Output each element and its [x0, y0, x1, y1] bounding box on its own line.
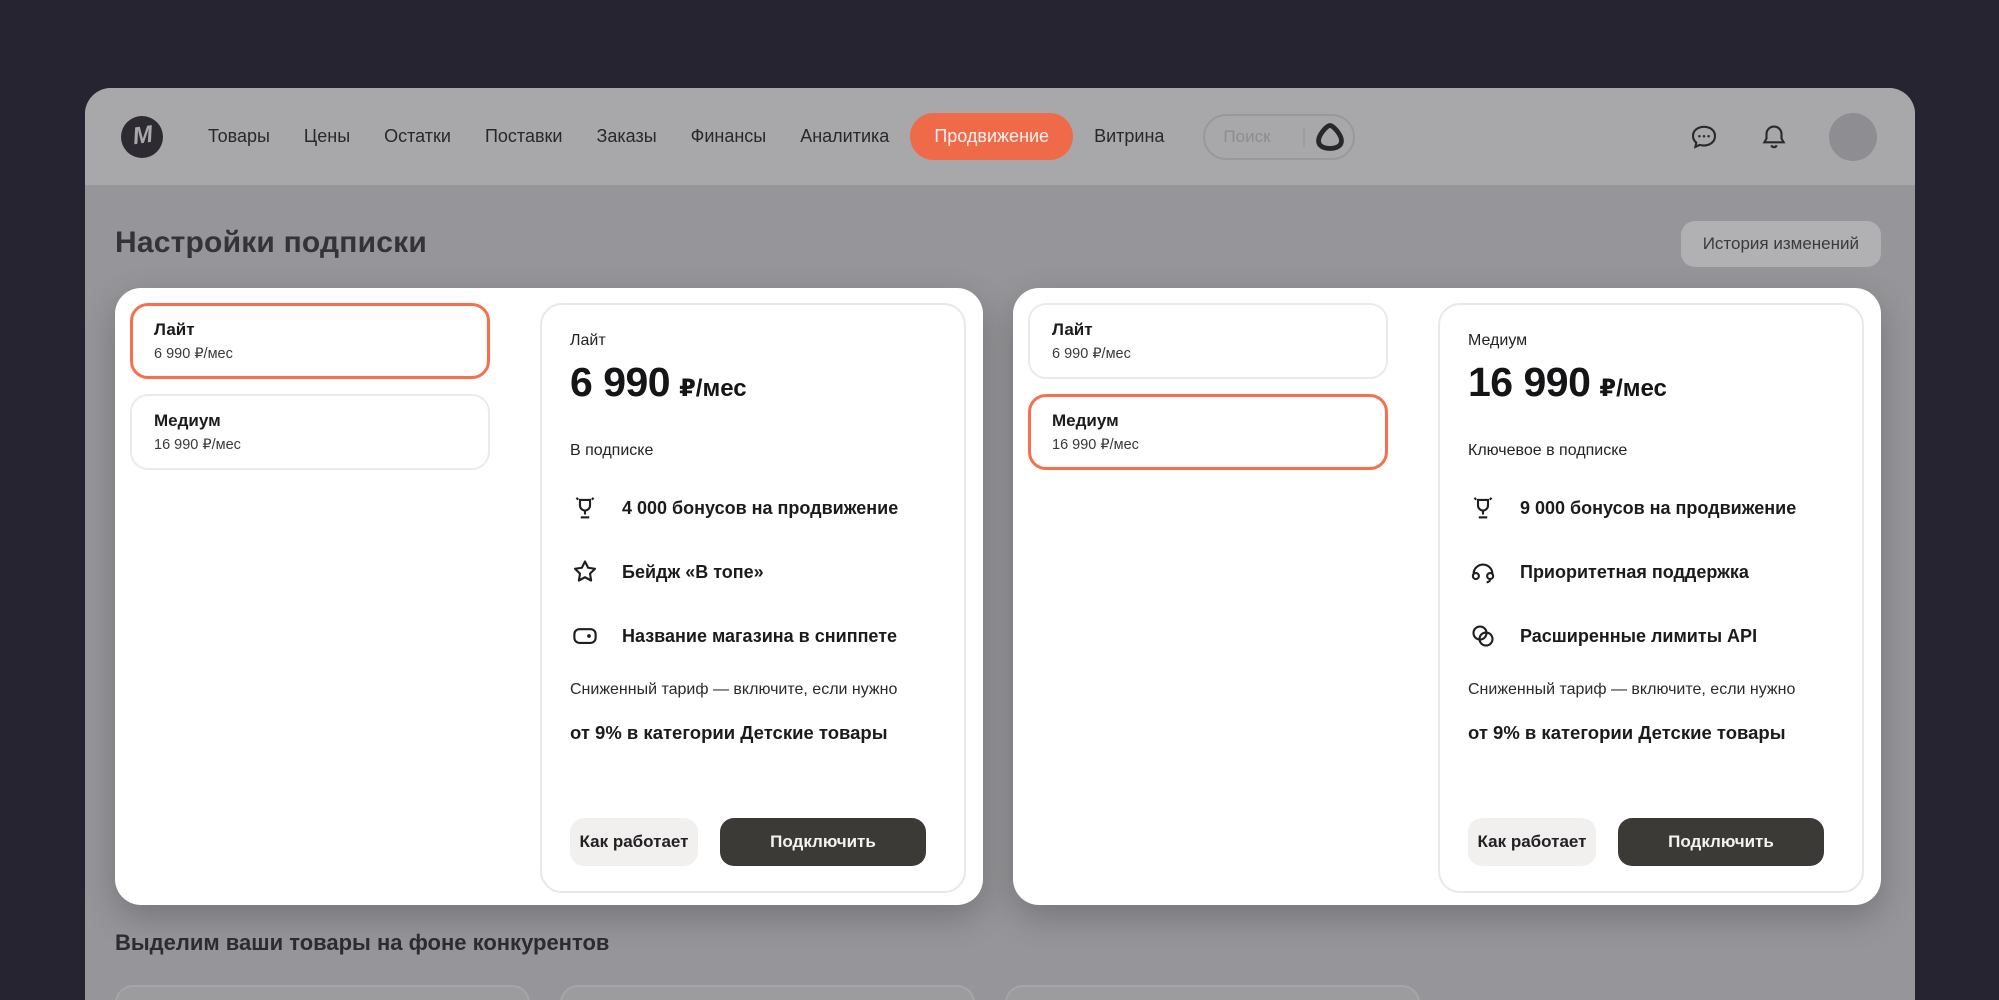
section-title: Выделим ваши товары на фоне конкурентов: [115, 930, 610, 955]
feature-text: 4 000 бонусов на продвижение: [622, 497, 899, 518]
app-window: M Товары Цены Остатки Поставки Заказы Фи…: [85, 88, 1915, 1000]
how-it-works-button[interactable]: Как работает: [570, 818, 698, 866]
plan-price-unit: ₽/мес: [679, 375, 747, 402]
feature-text: Расширенные лимиты API: [1520, 625, 1758, 646]
plan-option-lite[interactable]: Лайт 6 990 ₽/мес: [130, 303, 490, 379]
search-divider: [1303, 126, 1306, 147]
market-logo[interactable]: M: [121, 115, 163, 158]
plan-name: Медиум: [1468, 332, 1528, 349]
feature-item: Расширенные лимиты API: [1468, 615, 1834, 657]
star-icon: [573, 560, 597, 582]
nav-item-stocks[interactable]: Остатки: [384, 126, 451, 146]
plan-option-name: Лайт: [1052, 320, 1093, 339]
reduced-tariff-detail: от 9% в категории Детские товары: [570, 722, 888, 743]
chat-button[interactable]: [1689, 122, 1719, 152]
history-button[interactable]: История изменений: [1680, 221, 1881, 267]
nav-item-orders[interactable]: Заказы: [596, 126, 657, 146]
nav-items: Товары Цены Остатки Поставки Заказы Фина…: [191, 113, 1181, 160]
nav-item-products[interactable]: Товары: [208, 126, 270, 146]
feature-item: Бейдж «В топе»: [570, 551, 936, 593]
feature-text: Приоритетная поддержка: [1520, 561, 1749, 582]
chat-icon: [1691, 125, 1717, 149]
trophy-icon: [1473, 497, 1493, 519]
plan-actions: Как работает Подключить: [570, 818, 936, 866]
reduced-tariff-note: Сниженный тариф — включите, если нужно: [1468, 681, 1796, 698]
plan-actions: Как работает Подключить: [1468, 818, 1834, 866]
promo-cards-row: [115, 985, 1420, 1000]
features-list: 9 000 бонусов на продвижение Приоритетна…: [1468, 487, 1834, 657]
feature-item: 9 000 бонусов на продвижение: [1468, 487, 1834, 529]
nav-item-finance[interactable]: Финансы: [690, 126, 767, 146]
search-input[interactable]: Поиск: [1203, 113, 1356, 160]
subscription-panels: Лайт 6 990 ₽/мес Медиум 16 990 ₽/мес Лай…: [115, 288, 1881, 905]
api-links-icon: [1472, 625, 1494, 647]
plan-price-value: 16 990: [1468, 359, 1591, 405]
nav-item-storefront[interactable]: Витрина: [1094, 126, 1165, 146]
promo-card: [115, 985, 530, 1000]
plan-option-name: Медиум: [1052, 411, 1119, 430]
notifications-button[interactable]: [1759, 122, 1789, 152]
plan-option-lite[interactable]: Лайт 6 990 ₽/мес: [1028, 303, 1388, 379]
plan-option-price: 16 990 ₽/мес: [1052, 437, 1139, 453]
plan-option-name: Лайт: [154, 320, 195, 339]
plan-price-unit: ₽/мес: [1599, 375, 1667, 402]
headphones-icon: [1471, 563, 1495, 584]
nav-item-analytics[interactable]: Аналитика: [800, 126, 890, 146]
features-section-label: Ключевое в подписке: [1468, 442, 1628, 459]
subscription-panel-lite: Лайт 6 990 ₽/мес Медиум 16 990 ₽/мес Лай…: [115, 288, 983, 905]
subscription-panel-medium: Лайт 6 990 ₽/мес Медиум 16 990 ₽/мес Мед…: [1013, 288, 1881, 905]
page-title: Настройки подписки: [115, 226, 428, 259]
reduced-tariff-note: Сниженный тариф — включите, если нужно: [570, 681, 898, 698]
nav-item-supplies[interactable]: Поставки: [484, 126, 563, 146]
trophy-icon: [575, 497, 595, 519]
promo-card: [560, 985, 975, 1000]
snippet-icon: [573, 628, 597, 644]
how-it-works-button[interactable]: Как работает: [1468, 818, 1596, 866]
plan-detail-card: Медиум 16 990 ₽/мес Ключевое в подписке …: [1438, 303, 1864, 893]
avatar[interactable]: [1829, 112, 1877, 161]
feature-text: Название магазина в сниппете: [622, 625, 898, 646]
plan-price-value: 6 990: [570, 359, 671, 405]
feature-item: Приоритетная поддержка: [1468, 551, 1834, 593]
search-placeholder: Поиск: [1223, 126, 1271, 146]
feature-text: Бейдж «В топе»: [622, 561, 764, 582]
nav-item-prices[interactable]: Цены: [303, 126, 351, 146]
plan-option-medium[interactable]: Медиум 16 990 ₽/мес: [130, 394, 490, 470]
bell-icon: [1762, 124, 1786, 148]
features-list: 4 000 бонусов на продвижение Бейдж «В то…: [570, 487, 936, 657]
promo-card: [1005, 985, 1420, 1000]
nav-item-promotion-active[interactable]: Продвижение: [910, 113, 1074, 160]
top-nav: M Товары Цены Остатки Поставки Заказы Фи…: [85, 88, 1915, 185]
plan-name: Лайт: [570, 332, 606, 349]
plan-option-medium[interactable]: Медиум 16 990 ₽/мес: [1028, 394, 1388, 470]
feature-item: Название магазина в сниппете: [570, 615, 936, 657]
alice-icon[interactable]: [1314, 121, 1346, 153]
feature-item: 4 000 бонусов на продвижение: [570, 487, 936, 529]
plan-option-price: 16 990 ₽/мес: [154, 437, 241, 453]
connect-button[interactable]: Подключить: [1618, 818, 1824, 866]
plan-options: Лайт 6 990 ₽/мес Медиум 16 990 ₽/мес: [1028, 303, 1388, 893]
nav-right-actions: [1689, 112, 1877, 161]
plan-option-price: 6 990 ₽/мес: [154, 346, 233, 362]
connect-button[interactable]: Подключить: [720, 818, 926, 866]
plan-detail-card: Лайт 6 990 ₽/мес В подписке 4 000 бонусо…: [540, 303, 966, 893]
reduced-tariff-detail: от 9% в категории Детские товары: [1468, 722, 1786, 743]
plan-option-price: 6 990 ₽/мес: [1052, 346, 1131, 362]
feature-text: 9 000 бонусов на продвижение: [1520, 497, 1797, 518]
plan-price: 6 990 ₽/мес: [570, 359, 936, 406]
plan-options: Лайт 6 990 ₽/мес Медиум 16 990 ₽/мес: [130, 303, 490, 893]
plan-price: 16 990 ₽/мес: [1468, 359, 1834, 406]
features-section-label: В подписке: [570, 442, 654, 459]
plan-option-name: Медиум: [154, 411, 221, 430]
